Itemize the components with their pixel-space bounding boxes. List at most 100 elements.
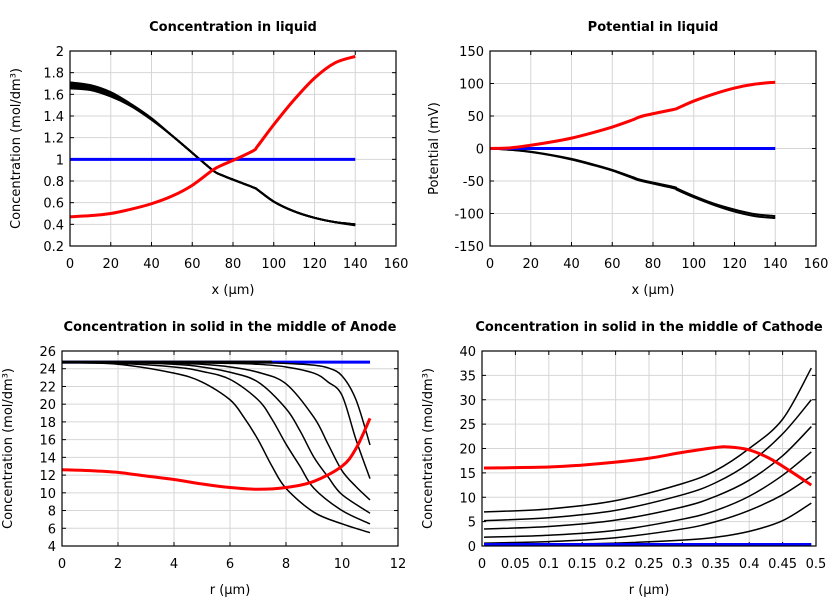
y-tick-label: 26 [39,345,56,360]
y-tick-label: 6 [48,522,56,537]
y-tick-label: 25 [459,418,476,433]
y-tick-label: 1.6 [43,88,64,103]
series-line-black-4 [62,361,371,501]
x-axis-label: x (µm) [632,283,675,298]
plot-frame [489,50,817,247]
y-tick-label: 20 [39,398,56,413]
x-tick-label: 0 [58,557,66,572]
x-tick-label: 0.5 [806,557,827,572]
chart-title: Concentration in liquid [149,20,317,35]
y-tick-label: 1.4 [43,110,64,125]
subplot-3: 0 2 4 6 8 10 12468101214161820222426Concentrat… [1,320,406,598]
x-tick-label: 40 [143,257,160,272]
x-tick-label: 120 [722,257,747,272]
y-tick-label: 18 [39,416,56,431]
plot-frame [69,50,397,247]
series-line-black-4 [483,451,812,538]
y-tick-label: 12 [39,469,56,484]
series-line-black-1 [62,361,371,534]
x-tick-label: 4 [170,557,178,572]
x-tick-label: 0.2 [605,557,626,572]
series-line-black-5 [483,475,812,544]
series-line-black-2 [62,361,371,525]
x-tick-label: 0.35 [701,557,730,572]
x-tick-label: 6 [226,557,234,572]
x-tick-label: 100 [261,257,286,272]
y-tick-label: 14 [39,451,56,466]
series-line-black-3 [70,84,356,226]
y-tick-label: 8 [48,505,56,520]
plot-frame [481,350,817,547]
x-tick-label: 0 [478,557,486,572]
y-tick-label: 0 [468,540,476,555]
x-tick-label: 10 [334,557,351,572]
chart-title: Potential in liquid [588,20,719,35]
x-tick-label: 0.4 [739,557,760,572]
x-tick-label: 0.45 [768,557,797,572]
x-tick-label: 0 [486,257,494,272]
x-tick-label: 0.25 [635,557,664,572]
y-tick-label: 16 [39,434,56,449]
series-line-red [62,417,372,491]
y-tick-label: 30 [459,394,476,409]
y-tick-label: 5 [468,516,476,531]
series-line-black-2 [70,82,356,226]
y-tick-label: 1.8 [43,67,64,82]
y-tick-label: 40 [459,345,476,360]
series-line-black-3 [483,426,812,530]
x-tick-label: 0.05 [501,557,530,572]
y-tick-label: 0 [476,143,484,158]
y-tick-label: -50 [463,175,484,190]
x-tick-label: 100 [681,257,706,272]
y-tick-label: 0.8 [43,175,64,190]
x-tick-label: 80 [225,257,242,272]
x-tick-label: 160 [384,257,409,272]
y-tick-label: 0.2 [43,240,64,255]
x-tick-label: 120 [302,257,327,272]
x-tick-label: 8 [282,557,290,572]
y-tick-label: 0.4 [43,218,64,233]
series-line-black-2 [483,399,812,522]
series-line-black-1 [70,81,356,227]
y-tick-label: 1.2 [43,132,64,147]
x-axis-label: r (µm) [629,583,670,598]
series-line-red [70,54,356,219]
y-tick-label: -150 [454,240,484,255]
x-axis-label: r (µm) [210,583,251,598]
plot-frame [61,350,399,547]
x-tick-label: 20 [102,257,119,272]
y-tick-label: 100 [459,78,484,93]
x-tick-label: 60 [184,257,201,272]
x-axis-label: x (µm) [212,283,255,298]
y-tick-label: 1 [56,153,64,168]
x-tick-label: 20 [522,257,539,272]
chart-title: Concentration in solid in the middle of … [475,320,823,335]
series-line-red [483,445,813,487]
x-tick-label: 0 [66,257,74,272]
y-tick-label: 20 [459,443,476,458]
x-tick-label: 0.1 [538,557,559,572]
series-line-black-1 [483,367,812,513]
x-tick-label: 2 [114,557,122,572]
series-line-black-5 [70,87,356,226]
y-axis-label: Potential (mV) [427,102,442,195]
series-line-black-4 [70,85,356,226]
y-tick-label: 50 [467,110,484,125]
y-axis-label: Concentration (mol/dm³) [1,368,16,529]
y-tick-label: 10 [459,491,476,506]
series-line-black-1 [490,147,776,218]
y-tick-label: 2 [56,45,64,60]
series-line-black-2 [490,147,776,220]
y-axis-label: Concentration (mol/dm³) [9,68,24,229]
series-line-black-3 [62,361,371,514]
x-tick-label: 140 [343,257,368,272]
y-tick-label: 0.6 [43,197,64,212]
x-tick-label: 0.3 [672,557,693,572]
x-tick-label: 160 [804,257,829,272]
subplot-1: 0 20 40 60 80 100 120 140 160 0.2 0.4 0.6 0.8 1 1.2 1.4… [9,20,408,298]
y-tick-label: 15 [459,467,476,482]
y-tick-label: 10 [39,487,56,502]
x-tick-label: 60 [604,257,621,272]
x-tick-label: 80 [645,257,662,272]
